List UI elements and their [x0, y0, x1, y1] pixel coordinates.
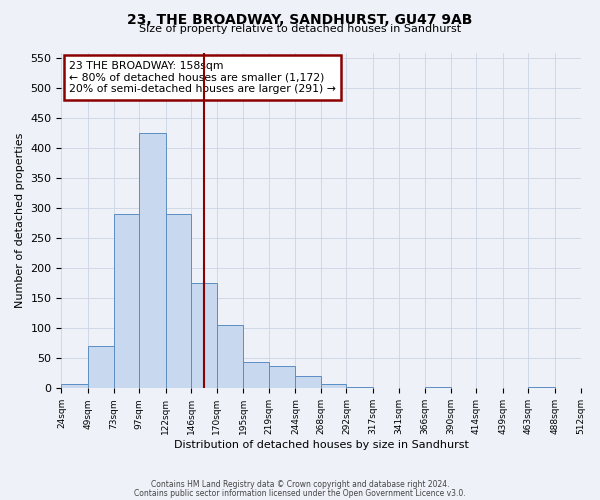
Y-axis label: Number of detached properties: Number of detached properties	[15, 132, 25, 308]
Text: Contains HM Land Registry data © Crown copyright and database right 2024.: Contains HM Land Registry data © Crown c…	[151, 480, 449, 489]
Bar	[139, 134, 166, 388]
Text: Size of property relative to detached houses in Sandhurst: Size of property relative to detached ho…	[139, 24, 461, 34]
X-axis label: Distribution of detached houses by size in Sandhurst: Distribution of detached houses by size …	[173, 440, 469, 450]
Bar	[295, 376, 321, 388]
Bar	[529, 387, 555, 388]
Bar	[88, 346, 113, 389]
Text: 23 THE BROADWAY: 158sqm
← 80% of detached houses are smaller (1,172)
20% of semi: 23 THE BROADWAY: 158sqm ← 80% of detache…	[69, 61, 336, 94]
Bar	[217, 326, 243, 388]
Bar	[166, 214, 191, 388]
Bar	[321, 384, 346, 388]
Bar	[243, 362, 269, 388]
Bar	[113, 214, 139, 388]
Bar	[269, 366, 295, 388]
Bar	[61, 384, 88, 388]
Text: Contains public sector information licensed under the Open Government Licence v3: Contains public sector information licen…	[134, 488, 466, 498]
Bar	[425, 387, 451, 388]
Text: 23, THE BROADWAY, SANDHURST, GU47 9AB: 23, THE BROADWAY, SANDHURST, GU47 9AB	[127, 12, 473, 26]
Bar	[191, 284, 217, 389]
Bar	[346, 387, 373, 388]
